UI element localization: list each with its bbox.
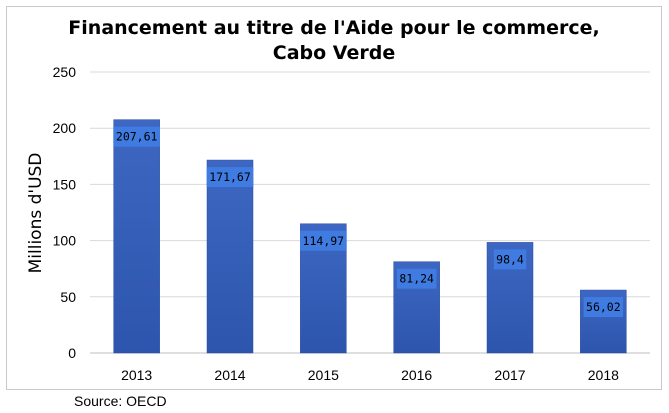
y-tick-label: 100 bbox=[53, 233, 77, 249]
bars: 207,61 171,67 114,97 81,24 98,4 56,02 bbox=[113, 119, 627, 354]
x-tick-label: 2015 bbox=[308, 367, 339, 383]
y-tick-label: 200 bbox=[53, 120, 77, 136]
y-axis-ticks: 0 50 100 150 200 250 bbox=[53, 64, 77, 361]
data-label: 171,67 bbox=[209, 170, 251, 184]
data-label: 114,97 bbox=[303, 234, 345, 248]
data-label-box bbox=[583, 297, 624, 318]
data-label: 81,24 bbox=[399, 272, 434, 286]
y-tick-label: 150 bbox=[53, 176, 77, 192]
y-tick-label: 0 bbox=[68, 345, 76, 361]
x-tick-label: 2017 bbox=[494, 367, 525, 383]
x-tick-label: 2016 bbox=[401, 367, 432, 383]
y-tick-label: 50 bbox=[60, 289, 76, 305]
x-tick-label: 2018 bbox=[588, 367, 619, 383]
gridlines bbox=[90, 71, 650, 354]
data-label-box bbox=[493, 249, 527, 270]
source-note: Source: OECD bbox=[74, 393, 167, 409]
x-axis-ticks: 2013 2014 2015 2016 2017 2018 bbox=[121, 367, 619, 383]
bar bbox=[206, 159, 254, 354]
chart-title: Financement au titre de l'Aide pour le c… bbox=[6, 16, 662, 66]
data-label-box bbox=[300, 230, 347, 251]
data-label: 98,4 bbox=[496, 252, 524, 266]
data-label-box bbox=[396, 268, 437, 289]
data-label: 207,61 bbox=[116, 130, 158, 144]
chart-title-line-2: Cabo Verde bbox=[272, 42, 396, 64]
y-axis-label: Millions d'USD bbox=[26, 153, 46, 274]
bar bbox=[113, 119, 160, 354]
x-tick-label: 2013 bbox=[121, 367, 152, 383]
data-label-box bbox=[113, 126, 160, 147]
x-tick-label: 2014 bbox=[214, 367, 245, 383]
data-label-box bbox=[206, 167, 254, 188]
chart-title-line-1: Financement au titre de l'Aide pour le c… bbox=[68, 17, 600, 39]
data-label: 56,02 bbox=[586, 300, 621, 314]
y-tick-label: 250 bbox=[53, 64, 77, 80]
